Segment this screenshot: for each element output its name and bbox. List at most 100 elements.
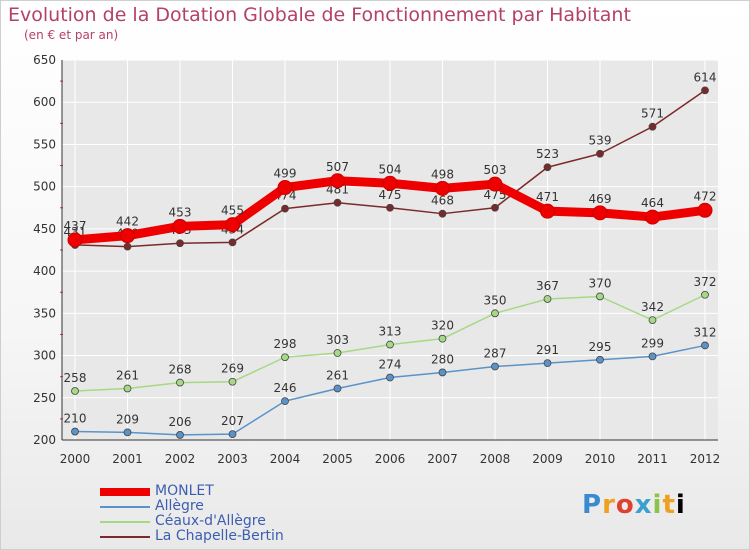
data-label: 367 [536, 279, 559, 293]
data-label: 503 [484, 163, 507, 177]
data-point [438, 368, 447, 377]
data-point [333, 384, 342, 393]
data-label: 507 [326, 160, 349, 174]
data-label: 455 [221, 204, 244, 218]
y-tick-label: 550 [33, 137, 56, 151]
x-tick-label: 2010 [585, 452, 616, 466]
x-tick-label: 2009 [532, 452, 563, 466]
data-point [648, 316, 657, 324]
data-label: 498 [431, 167, 454, 181]
data-label: 539 [589, 134, 612, 148]
data-label: 472 [694, 189, 717, 203]
data-label: 258 [64, 371, 87, 385]
data-label: 206 [169, 415, 192, 429]
data-label: 291 [536, 343, 559, 357]
data-point [487, 176, 503, 192]
data-label: 313 [379, 325, 402, 339]
data-point [71, 387, 79, 395]
y-tick-label: 500 [33, 180, 56, 194]
data-label: 372 [694, 275, 717, 289]
data-point [543, 163, 552, 172]
y-tick-label: 350 [33, 306, 56, 320]
data-label: 468 [431, 194, 454, 208]
data-label: 295 [589, 340, 612, 354]
data-label: 342 [641, 300, 664, 314]
data-label: 475 [379, 188, 402, 202]
data-point [228, 238, 237, 247]
x-tick-label: 2001 [112, 452, 143, 466]
data-point [435, 180, 450, 196]
data-point [596, 355, 604, 364]
data-label: 299 [641, 336, 664, 350]
data-point [123, 242, 132, 251]
data-point [120, 228, 135, 244]
legend-label: Céaux-d'Allègre [155, 513, 266, 529]
y-tick-label: 450 [33, 222, 56, 236]
data-point [123, 428, 132, 437]
data-point [543, 359, 552, 368]
data-label: 469 [589, 192, 612, 206]
data-label: 210 [64, 412, 87, 426]
data-label: 207 [221, 414, 244, 428]
data-point [281, 204, 289, 213]
data-point [67, 232, 83, 248]
data-point [382, 175, 398, 191]
proxiti-logo: Proxiti [582, 490, 686, 520]
legend-item: Céaux-d'Allègre [100, 514, 320, 529]
chart-title: Evolution de la Dotation Globale de Fonc… [8, 4, 631, 26]
x-tick-label: 2006 [375, 452, 406, 466]
data-point [176, 239, 184, 248]
data-label: 437 [64, 219, 87, 233]
data-point [592, 205, 608, 221]
data-label: 453 [169, 205, 192, 219]
data-point [438, 334, 447, 343]
y-tick-label: 600 [33, 95, 56, 109]
data-label: 499 [274, 167, 297, 181]
data-label: 523 [536, 147, 559, 161]
legend-item: Allègre [100, 499, 320, 514]
x-tick-label: 2007 [427, 452, 458, 466]
legend: MONLET Allègre Céaux-d'Allègre La Chapelle-… [100, 484, 320, 544]
data-point [701, 290, 709, 299]
legend-item: La Chapelle-Bertin [100, 529, 320, 544]
x-tick-label: 2012 [690, 452, 721, 466]
x-tick-label: 2011 [637, 452, 668, 466]
data-label: 298 [274, 337, 297, 351]
data-label: 280 [431, 352, 454, 366]
data-point [701, 341, 709, 350]
data-label: 261 [116, 368, 139, 382]
data-point [172, 218, 188, 234]
data-point [491, 203, 499, 212]
data-point [330, 173, 345, 189]
data-point [438, 209, 447, 218]
data-label: 209 [116, 412, 139, 426]
data-point [596, 292, 604, 301]
data-point [281, 397, 289, 406]
chart-subtitle: (en € et par an) [24, 28, 119, 42]
data-point [645, 209, 660, 225]
data-point [225, 217, 240, 233]
data-point [333, 198, 342, 207]
legend-label: La Chapelle-Bertin [155, 528, 284, 544]
data-point [71, 427, 79, 436]
data-point [543, 295, 552, 303]
legend-swatch [100, 536, 150, 538]
x-tick-label: 2005 [322, 452, 353, 466]
x-tick-label: 2004 [270, 452, 301, 466]
y-tick-label: 650 [33, 53, 56, 67]
data-point [491, 309, 499, 318]
data-label: 370 [589, 276, 612, 290]
data-point [228, 377, 237, 386]
data-label: 614 [694, 70, 717, 84]
y-tick-label: 400 [33, 264, 56, 278]
data-label: 481 [326, 183, 349, 197]
data-label: 320 [431, 319, 454, 333]
data-point [701, 86, 709, 95]
legend-label: Allègre [155, 498, 204, 514]
x-tick-label: 2008 [480, 452, 511, 466]
data-point [228, 430, 237, 438]
data-label: 287 [484, 347, 507, 361]
data-point [386, 340, 394, 349]
data-point [386, 203, 394, 212]
